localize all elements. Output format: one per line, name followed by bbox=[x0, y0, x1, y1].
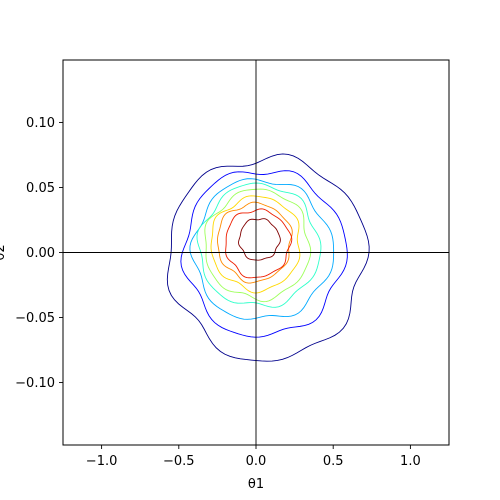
y-tick-label: 0.00 bbox=[26, 246, 55, 261]
x-tick-label: −0.5 bbox=[163, 454, 195, 469]
contour-layer bbox=[166, 153, 370, 362]
contour-level-1 bbox=[166, 153, 370, 362]
y-tick-label: −0.05 bbox=[15, 311, 55, 326]
reference-lines bbox=[63, 60, 449, 445]
contour-level-5 bbox=[204, 188, 312, 303]
y-tick-label: 0.10 bbox=[26, 116, 55, 131]
x-tick-label: −1.0 bbox=[86, 454, 118, 469]
x-tick-label: 1.0 bbox=[400, 454, 421, 469]
x-axis-ticks: −1.0 −0.5 0.0 0.5 1.0 bbox=[86, 445, 421, 469]
x-axis-label: θ1 bbox=[248, 477, 264, 492]
contour-level-7 bbox=[217, 201, 293, 284]
y-tick-label: 0.05 bbox=[26, 181, 55, 196]
contour-level-3 bbox=[189, 178, 335, 320]
y-axis-ticks: −0.10 −0.05 0.00 0.05 0.10 bbox=[15, 116, 63, 391]
contour-level-8 bbox=[225, 208, 293, 279]
contour-level-4 bbox=[196, 182, 322, 308]
y-tick-label: −0.10 bbox=[15, 376, 55, 391]
contour-level-6 bbox=[210, 195, 301, 294]
contour-level-9 bbox=[238, 218, 281, 261]
x-tick-label: 0.5 bbox=[323, 454, 344, 469]
x-tick-label: 0.0 bbox=[246, 454, 267, 469]
y-axis-label: θ2 bbox=[0, 244, 8, 260]
